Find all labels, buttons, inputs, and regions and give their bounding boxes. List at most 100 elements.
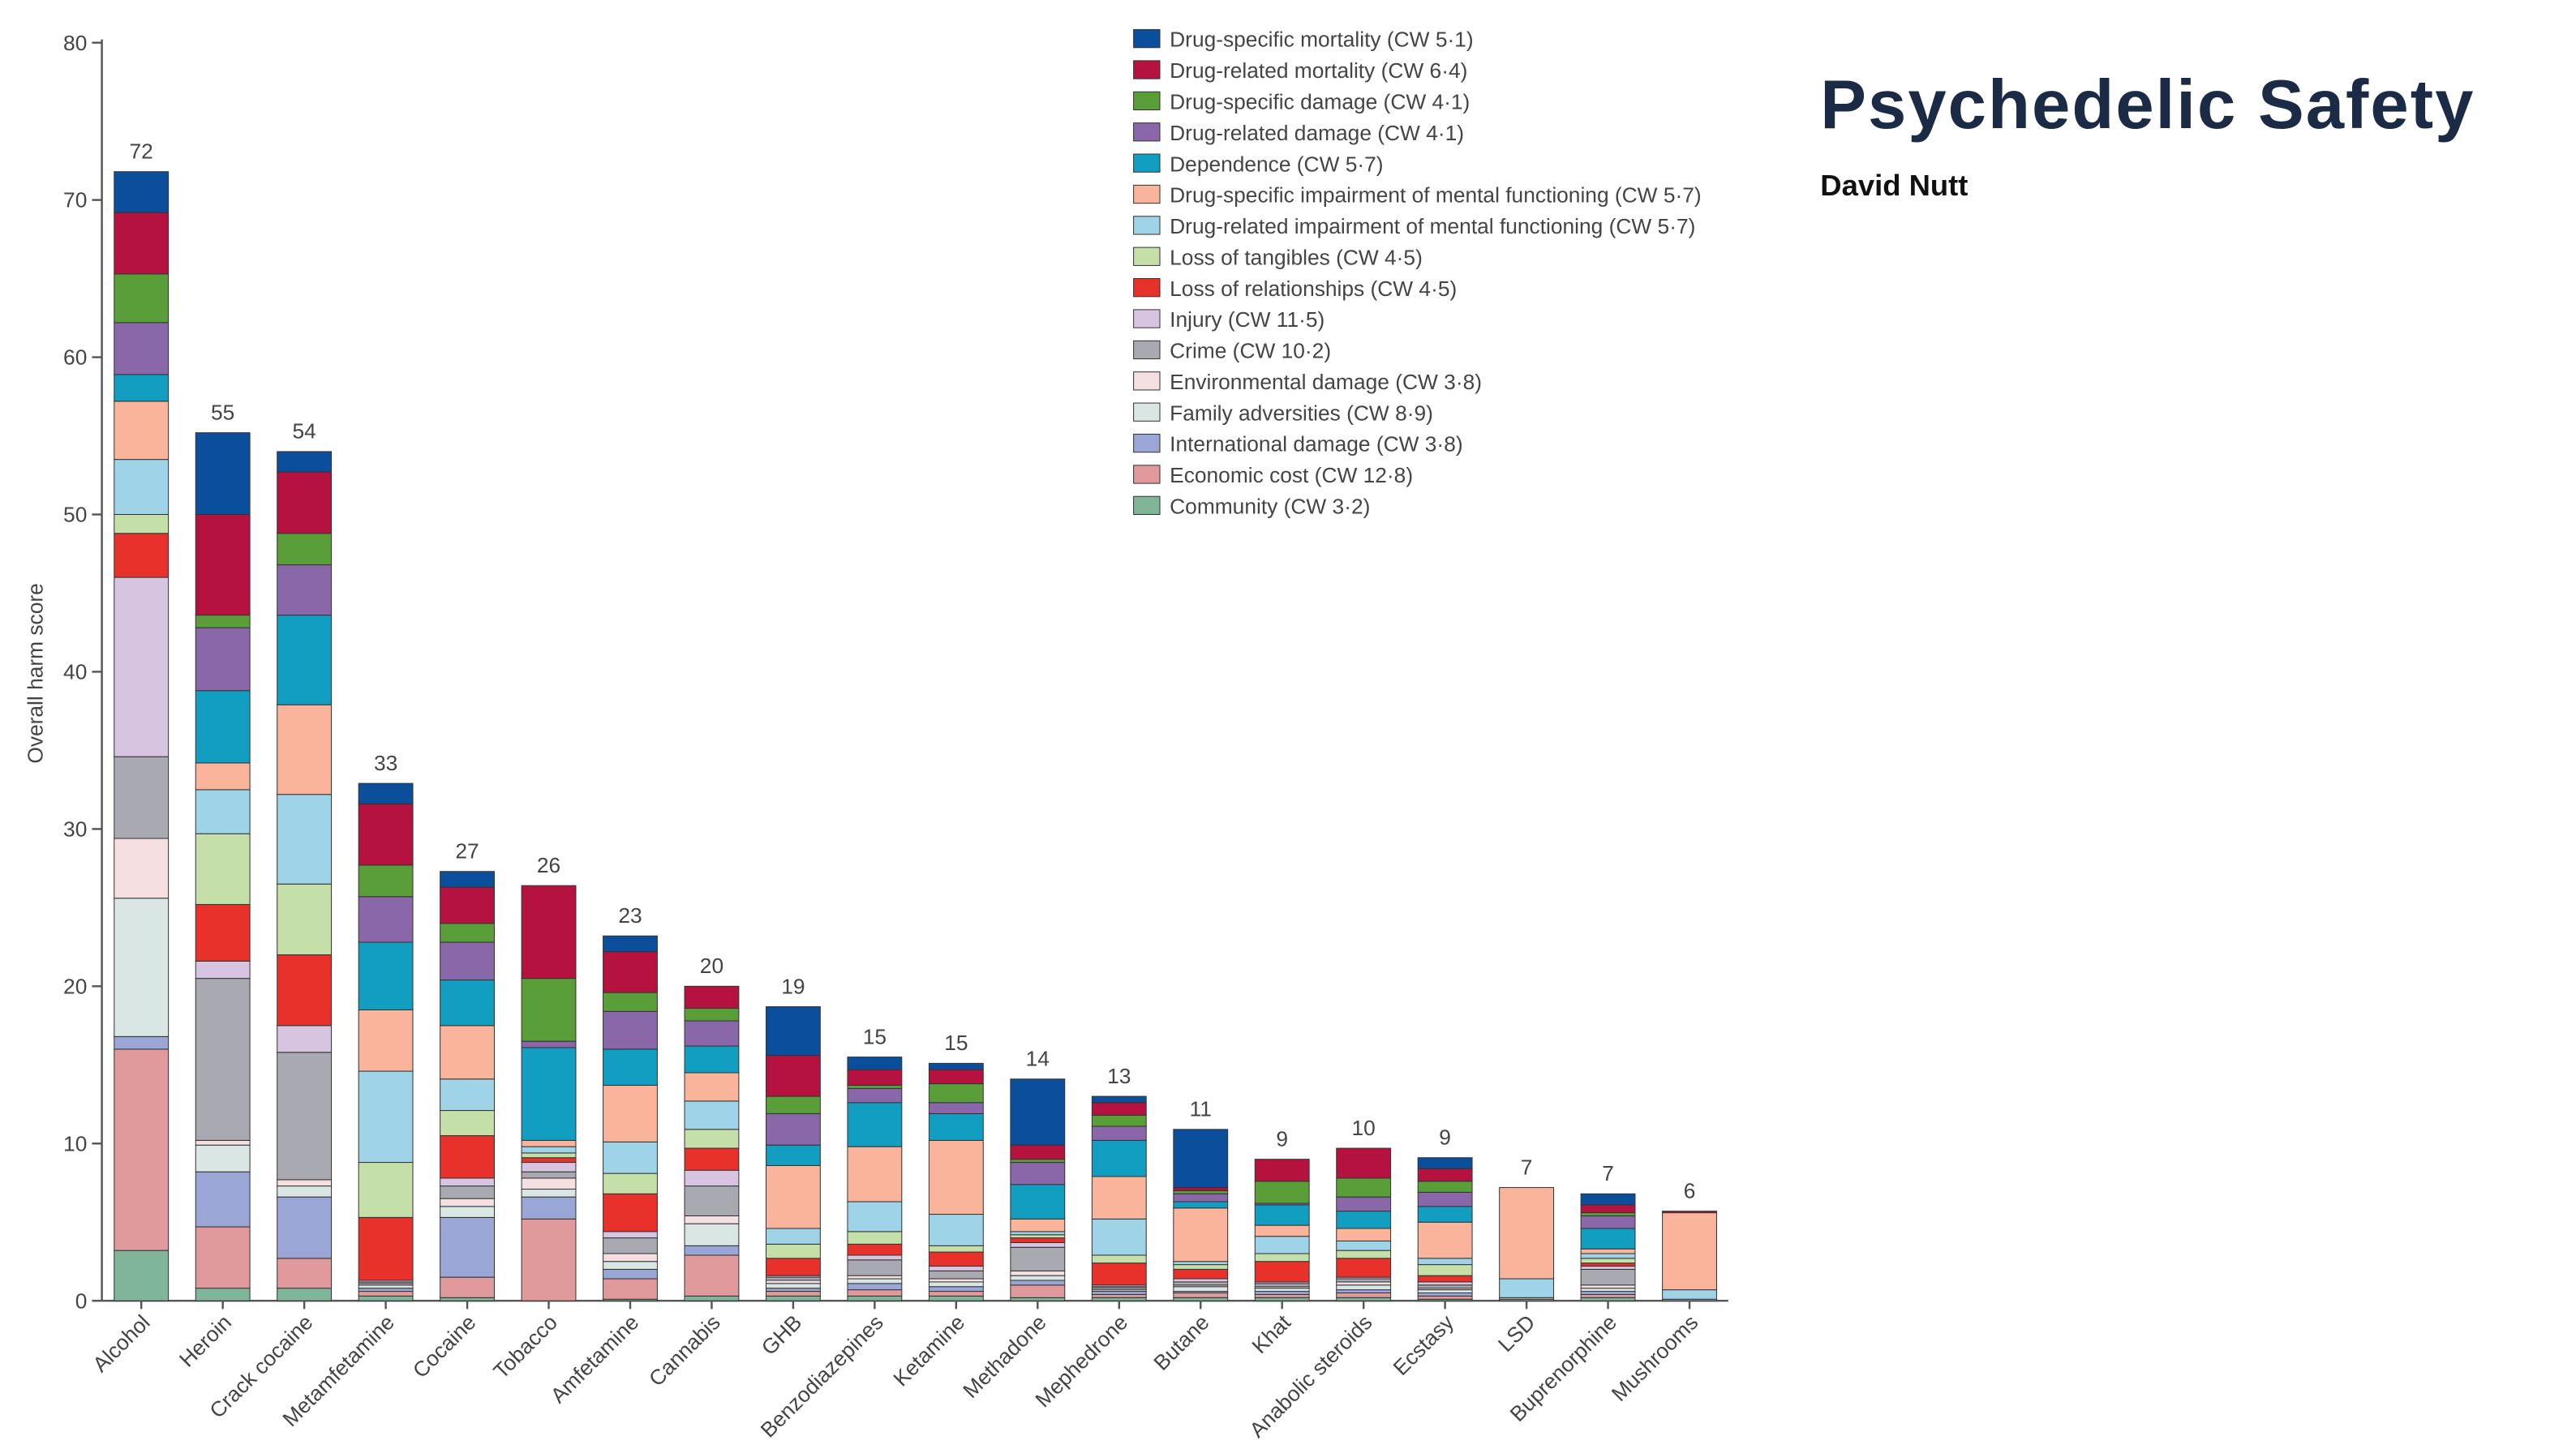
legend-label: Drug-specific damage (CW 4·1) [1170,89,1470,114]
bar-segment [114,273,170,324]
bar-segment [1580,1291,1636,1295]
bar-segment [358,896,414,943]
bar-segment [1010,1280,1066,1286]
bar-segment [847,1254,903,1261]
legend-label: Injury (CW 11·5) [1170,307,1324,332]
bar-segment [1336,1278,1392,1283]
legend-swatch [1133,371,1161,391]
bar-segment [1010,1246,1066,1271]
bar-segment [195,1139,251,1146]
bar-segment [195,833,251,905]
bar-segment [1499,1278,1555,1298]
total-label: 6 [1684,1178,1696,1202]
bar-segment [684,985,740,1009]
bar-segment [603,1237,658,1254]
total-label: 15 [944,1031,968,1055]
bar-segment [765,1112,821,1146]
bar-segment [1254,1261,1310,1283]
bar-segment [847,1275,903,1280]
bar-segment [195,1144,251,1172]
bar-segment [1173,1207,1229,1263]
bar-segment [1254,1253,1310,1263]
y-tick-label: 60 [63,345,87,370]
bar-segment [1336,1240,1392,1251]
bar-segment [114,374,170,402]
bar-segment [1010,1078,1066,1146]
bar-segment [765,1144,821,1166]
bar-segment [603,1048,658,1087]
bar-segment [603,1141,658,1174]
bar-segment [603,992,658,1012]
bar-segment [1010,1184,1066,1220]
bar-segment [765,1276,821,1281]
legend-swatch [1133,465,1161,484]
bar-segment [195,1171,251,1228]
bar-segment [521,885,577,980]
bar-segment [1417,1289,1473,1294]
bar-segment [1173,1292,1229,1298]
bar-segment [684,1020,740,1047]
legend-label: International damage (CW 3·8) [1170,432,1462,457]
bar-segment [1580,1212,1636,1216]
legend-swatch [1133,309,1161,328]
bar-segment [1417,1281,1473,1286]
bar-segment [1091,1125,1147,1141]
bar-segment [1091,1263,1147,1286]
bar-segment [603,1268,658,1280]
y-tick-label: 30 [63,817,87,841]
bar-segment [765,1291,821,1297]
bar-segment [847,1084,903,1089]
bar-segment [277,471,333,534]
bar-segment [1010,1159,1066,1164]
legend-label: Family adversities (CW 8·9) [1170,401,1433,425]
bar-segment [1336,1258,1392,1278]
bar-segment [765,1283,821,1289]
bar-segment [1173,1297,1229,1301]
legend-swatch [1133,278,1161,298]
bar-segment [1254,1293,1310,1298]
bar-segment [440,1177,495,1187]
legend-swatch [1133,60,1161,79]
bar-segment [847,1259,903,1276]
total-label: 54 [292,419,316,444]
bar-segment [358,1070,414,1164]
bar-segment [684,1147,740,1171]
bar-segment [114,171,170,213]
bar-segment [928,1069,984,1085]
bar-segment [765,1228,821,1245]
bar-segment [928,1214,984,1246]
bar-segment [603,1172,658,1194]
bar-segment [440,1135,495,1179]
bar-segment [928,1251,984,1267]
bar-segment [765,1243,821,1259]
bar-segment [1254,1297,1310,1301]
bar-segment [603,1010,658,1050]
bar-segment [1173,1187,1229,1191]
legend-label: Loss of relationships (CW 4·5) [1170,277,1457,301]
bar-segment [1010,1231,1066,1236]
bar-segment [684,1223,740,1246]
bar-segment [1417,1284,1473,1289]
bar-segment [1173,1129,1229,1189]
bar-segment [277,954,333,1027]
bar-segment [1580,1284,1636,1289]
bar-segment [358,941,414,1010]
bar-segment [1254,1283,1310,1288]
bar-segment [277,1258,333,1289]
bar-segment [277,1052,333,1181]
bar-segment [277,794,333,885]
bar-segment [765,1280,821,1284]
bar-segment [1336,1281,1392,1286]
bar-segment [1336,1211,1392,1229]
bar-segment [521,1157,577,1164]
bar-segment [847,1087,903,1104]
y-axis-label: Overall harm score [24,583,48,763]
bar-segment [521,1171,577,1179]
bar-segment [1336,1289,1392,1294]
bar-segment [1173,1190,1229,1194]
total-label: 20 [700,954,723,978]
bar-segment [1580,1268,1636,1286]
bar-segment [277,533,333,566]
bar-segment [765,1295,821,1301]
total-label: 26 [537,853,560,877]
